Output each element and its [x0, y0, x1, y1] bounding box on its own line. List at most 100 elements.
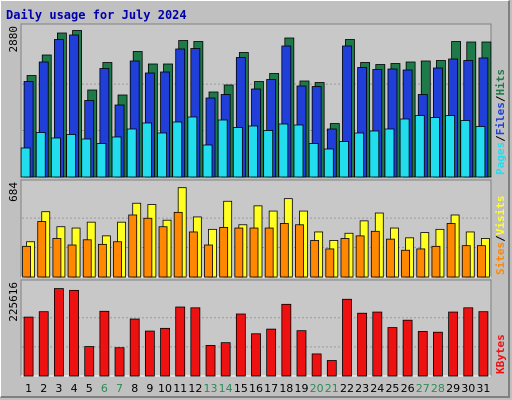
bar-sites-day-9 — [143, 217, 153, 278]
bar-sites-day-1 — [22, 245, 31, 278]
panel-1-legend: Pages/Files/Hits — [494, 69, 507, 175]
x-label-day-22: 22 — [340, 382, 354, 395]
bar-kbytes-day-24 — [372, 311, 383, 377]
bar-sites-day-3 — [52, 238, 62, 278]
bar-pages-day-3 — [51, 137, 61, 178]
bar-pages-day-1 — [20, 147, 31, 178]
bar-kbytes-day-19 — [296, 330, 307, 377]
x-label-day-20: 20 — [310, 382, 324, 395]
bar-pages-day-15 — [232, 127, 243, 178]
bar-kbytes-day-25 — [387, 327, 398, 377]
bar-kbytes-day-1 — [23, 316, 34, 377]
legend-hits: Hits — [494, 69, 507, 96]
bar-sites-day-11 — [173, 211, 183, 278]
chart-title: Daily usage for July 2024 — [6, 8, 187, 22]
bar-kbytes-day-9 — [144, 330, 155, 377]
bar-sites-day-19 — [295, 224, 304, 278]
bar-pages-day-24 — [369, 130, 380, 178]
bar-sites-day-13 — [204, 244, 213, 278]
x-label-day-13: 13 — [204, 382, 218, 395]
bar-kbytes-day-3 — [54, 288, 64, 377]
bar-kbytes-day-20 — [311, 353, 322, 377]
bar-pages-day-11 — [172, 121, 183, 178]
bar-sites-day-28 — [431, 245, 441, 278]
x-label-day-19: 19 — [294, 382, 308, 395]
bar-pages-day-8 — [126, 128, 137, 178]
bar-kbytes-day-13 — [205, 344, 216, 377]
bar-sites-day-2 — [37, 221, 47, 278]
bar-kbytes-day-18 — [281, 303, 292, 377]
bar-sites-day-23 — [355, 235, 365, 278]
bar-pages-day-14 — [217, 119, 228, 178]
x-label-day-7: 7 — [116, 382, 123, 395]
bar-pages-day-23 — [354, 132, 365, 178]
bar-kbytes-day-10 — [160, 327, 170, 377]
x-label-day-4: 4 — [71, 382, 78, 395]
bar-pages-day-4 — [66, 134, 76, 178]
bar-sites-day-15 — [234, 227, 244, 278]
x-label-day-23: 23 — [355, 382, 369, 395]
bar-pages-day-31 — [475, 126, 486, 178]
x-label-day-17: 17 — [264, 382, 278, 395]
bar-kbytes-day-12 — [190, 307, 201, 377]
bar-pages-day-19 — [293, 124, 304, 178]
bar-pages-day-13 — [202, 144, 213, 178]
bar-kbytes-day-23 — [357, 312, 368, 377]
bar-kbytes-day-14 — [220, 342, 231, 377]
x-label-day-26: 26 — [401, 382, 415, 395]
bar-kbytes-day-26 — [402, 319, 413, 377]
bar-sites-day-29 — [446, 223, 456, 278]
bar-kbytes-day-6 — [99, 310, 110, 377]
bar-kbytes-day-5 — [84, 346, 95, 377]
x-label-day-11: 11 — [173, 382, 187, 395]
bar-kbytes-day-30 — [463, 307, 474, 377]
bar-pages-day-7 — [111, 136, 122, 178]
x-label-day-28: 28 — [431, 382, 445, 395]
x-label-day-30: 30 — [461, 382, 475, 395]
bar-sites-day-14 — [219, 226, 229, 278]
x-label-day-12: 12 — [188, 382, 202, 395]
panel-1-ymax-label: 2880 — [7, 26, 20, 53]
x-label-day-10: 10 — [158, 382, 172, 395]
legend-kbytes: KBytes — [494, 334, 507, 374]
x-label-day-27: 27 — [416, 382, 430, 395]
bar-kbytes-day-21 — [326, 360, 337, 377]
bar-pages-day-18 — [278, 123, 289, 178]
x-label-day-29: 29 — [446, 382, 460, 395]
bar-sites-day-22 — [340, 238, 350, 278]
bar-pages-day-20 — [308, 143, 319, 178]
bar-sites-day-4 — [67, 244, 77, 278]
bar-pages-day-12 — [187, 116, 198, 178]
x-label-day-25: 25 — [385, 382, 399, 395]
bar-pages-day-10 — [157, 132, 167, 178]
bar-pages-day-6 — [96, 143, 107, 178]
panel-3-legend: KBytes — [494, 334, 507, 374]
x-label-day-3: 3 — [55, 382, 62, 395]
x-label-day-16: 16 — [249, 382, 263, 395]
x-label-day-6: 6 — [101, 382, 108, 395]
panel-2-ymax-label: 684 — [7, 182, 20, 202]
bar-sites-day-16 — [249, 227, 259, 278]
legend-separator: / — [494, 235, 507, 242]
bar-kbytes-day-11 — [175, 306, 186, 377]
x-label-day-5: 5 — [86, 382, 93, 395]
bar-kbytes-day-27 — [417, 331, 428, 377]
legend-pages: Pages — [494, 142, 507, 175]
x-label-day-18: 18 — [279, 382, 293, 395]
legend-separator: / — [494, 95, 507, 102]
x-label-day-14: 14 — [219, 382, 233, 395]
bar-pages-day-9 — [141, 122, 152, 178]
bar-sites-day-20 — [310, 240, 320, 278]
bar-pages-day-22 — [339, 141, 349, 178]
x-label-day-15: 15 — [234, 382, 248, 395]
bar-sites-day-25 — [386, 238, 395, 278]
bar-sites-day-31 — [477, 245, 486, 278]
bar-pages-day-29 — [445, 115, 455, 178]
bar-sites-day-17 — [264, 227, 274, 278]
bar-kbytes-day-16 — [251, 333, 261, 377]
bar-kbytes-day-2 — [38, 311, 49, 377]
bar-kbytes-day-4 — [69, 289, 79, 377]
bar-kbytes-day-28 — [433, 331, 443, 377]
